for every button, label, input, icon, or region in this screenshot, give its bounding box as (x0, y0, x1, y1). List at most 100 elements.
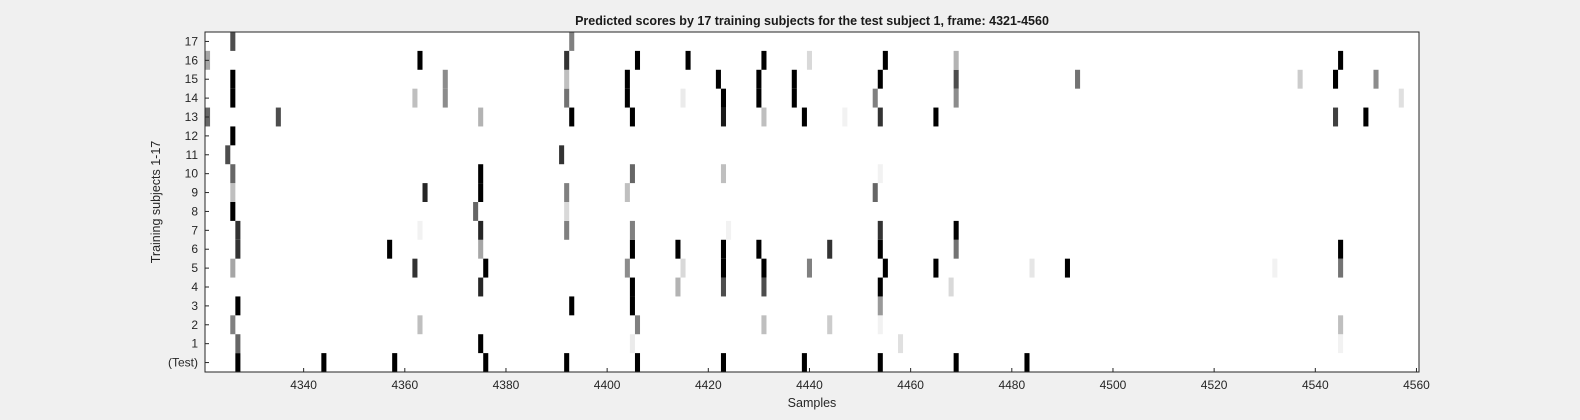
heatmap-cell (933, 107, 939, 127)
heatmap-cell (877, 239, 883, 259)
heatmap-cell (321, 353, 327, 372)
heatmap-cell (235, 334, 241, 354)
x-axis: 4340 4360 4380 4400 4420 4440 4460 4480 4500 4520… (290, 368, 1430, 392)
heatmap-cell (720, 277, 727, 297)
x-tick-label: 4540 (1302, 378, 1329, 392)
y-tick-label: (Test) (168, 356, 198, 370)
heatmap-cell (564, 183, 570, 202)
heatmap-cell (235, 296, 241, 316)
heatmap-cell (417, 220, 423, 240)
heatmap-cell (564, 202, 570, 221)
heatmap-cell (953, 50, 959, 70)
heatmap-cell (877, 107, 883, 127)
heatmap-cell (1398, 88, 1404, 108)
heatmap-cell (629, 107, 635, 127)
heatmap-cell (564, 353, 570, 372)
heatmap-cell (412, 258, 418, 278)
heatmap-cell (680, 258, 686, 278)
heatmap-cell (442, 88, 448, 108)
heatmap-cell (1333, 107, 1339, 127)
heatmap-cell (761, 50, 767, 70)
heatmap-cell (877, 220, 883, 240)
heatmap-cell (882, 258, 888, 278)
heatmap-cell (761, 315, 767, 335)
y-tick-label: 7 (191, 223, 198, 237)
heatmap-cell (720, 88, 727, 108)
heatmap-cell (1338, 258, 1344, 278)
axes-frame (204, 31, 1420, 373)
heatmap-cell (417, 50, 423, 70)
heatmap-cell (564, 88, 570, 108)
heatmap-cell (675, 239, 681, 259)
heatmap-cell (629, 164, 635, 184)
y-tick-label: 4 (191, 280, 198, 294)
heatmap-cell (1363, 107, 1369, 127)
x-tick-label: 4440 (796, 378, 823, 392)
heatmap-cell (1373, 69, 1379, 89)
heatmap-cells (205, 32, 1404, 372)
heatmap-cell (720, 164, 727, 184)
heatmap-cell (417, 315, 423, 335)
heatmap-cell (877, 315, 883, 335)
y-tick-label: 8 (191, 204, 198, 218)
heatmap-cell (827, 239, 833, 259)
heatmap-cell (478, 334, 484, 354)
heatmap-cell (275, 107, 281, 127)
heatmap-cell (675, 277, 681, 297)
heatmap-cell (1297, 69, 1303, 89)
heatmap-cell (235, 239, 241, 259)
heatmap-cell (877, 164, 883, 184)
y-tick-label: 1 (191, 337, 198, 351)
heatmap-cell (953, 69, 959, 89)
heatmap-cell (230, 315, 236, 335)
heatmap-cell (685, 50, 691, 70)
y-tick-label: 6 (191, 242, 198, 256)
heatmap-cell (720, 353, 727, 372)
heatmap-cell (827, 315, 833, 335)
x-tick-label: 4460 (897, 378, 924, 392)
axes-background (205, 32, 1419, 372)
heatmap-cell (412, 88, 418, 108)
heatmap-cell (953, 220, 959, 240)
heatmap-cell (1338, 334, 1344, 354)
x-tick-label: 4380 (493, 378, 520, 392)
heatmap-cell (230, 126, 236, 146)
y-tick-label: 10 (185, 167, 199, 181)
heatmap-cell (1075, 69, 1081, 89)
heatmap-cell (1064, 258, 1070, 278)
y-tick-label: 9 (191, 186, 198, 200)
x-tick-label: 4500 (1100, 378, 1127, 392)
heatmap-cell (756, 239, 762, 259)
x-tick-label: 4340 (290, 378, 317, 392)
heatmap-cell (478, 164, 484, 184)
heatmap-cell (761, 277, 767, 297)
heatmap-cell (933, 258, 939, 278)
heatmap-cell (720, 239, 727, 259)
heatmap-cell (230, 183, 236, 202)
heatmap-cell (720, 258, 727, 278)
heatmap-cell (953, 239, 959, 259)
x-tick-label: 4360 (391, 378, 418, 392)
heatmap-cell (877, 69, 883, 89)
heatmap-cell (806, 258, 812, 278)
heatmap-cell (624, 258, 630, 278)
heatmap-cell (634, 353, 641, 372)
heatmap-cell (720, 107, 727, 127)
heatmap-cell (235, 353, 241, 372)
heatmap-cell (1338, 50, 1344, 70)
x-tick-label: 4420 (695, 378, 722, 392)
plot-area (204, 31, 1420, 373)
heatmap-cell (235, 220, 241, 240)
heatmap-cell (624, 69, 630, 89)
heatmap-cell (715, 69, 721, 89)
heatmap-cell (726, 220, 732, 240)
heatmap-cell (680, 88, 686, 108)
heatmap-cell (801, 353, 807, 372)
heatmap-cell (791, 88, 797, 108)
heatmap-cell (483, 258, 489, 278)
heatmap-cell (478, 107, 484, 127)
heatmap-cell (478, 220, 484, 240)
x-tick-label: 4480 (998, 378, 1025, 392)
